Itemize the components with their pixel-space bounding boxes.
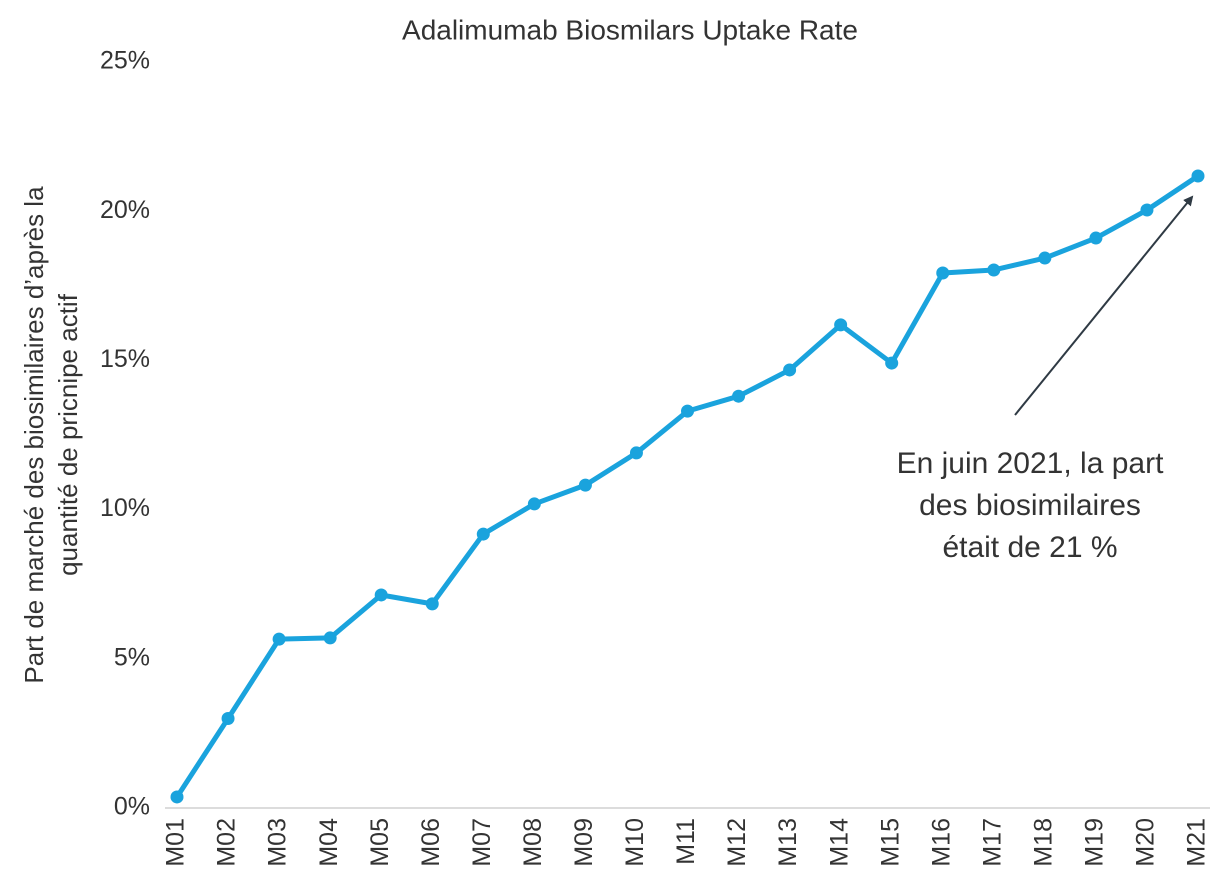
x-tick-label: M14 [825, 818, 853, 867]
y-tick-label: 0% [114, 793, 150, 821]
y-tick-label: 10% [100, 494, 150, 522]
marker [834, 318, 848, 332]
x-tick-label: M06 [417, 818, 445, 867]
x-tick-label: M05 [366, 818, 394, 867]
x-tick-label: M18 [1029, 818, 1057, 867]
x-tick-label: M21 [1183, 818, 1211, 867]
annotation: des biosimilaires [919, 489, 1141, 522]
x-tick-label: M08 [519, 818, 547, 867]
marker [323, 631, 337, 645]
marker [1140, 203, 1154, 217]
marker [936, 266, 950, 280]
x-tick-label: M02 [213, 818, 241, 867]
marker [987, 263, 1001, 277]
marker [885, 356, 899, 370]
x-tick-label: M10 [621, 818, 649, 867]
marker [272, 632, 286, 646]
x-tick-label: M19 [1081, 818, 1109, 867]
x-tick-label: M07 [468, 818, 496, 867]
chart-title: Adalimumab Biosmilars Uptake Rate [402, 14, 858, 45]
x-tick-label: M12 [723, 818, 751, 867]
marker [783, 363, 797, 377]
x-tick-label: M03 [264, 818, 292, 867]
x-tick-label: M09 [570, 818, 598, 867]
y-axis-label: Part de marché des biosimilaires d’après… [19, 186, 49, 684]
x-tick-label: M15 [876, 818, 904, 867]
x-tick-label: M16 [927, 818, 955, 867]
marker [732, 389, 746, 403]
y-tick-label: 15% [100, 345, 150, 373]
y-axis-label: quantité de pricnipe actif [53, 293, 83, 576]
marker [221, 711, 235, 725]
marker [1191, 169, 1205, 183]
x-tick-label: M04 [315, 818, 343, 867]
y-tick-label: 20% [100, 196, 150, 224]
annotation: était de 21 % [942, 531, 1117, 564]
x-tick-label: M20 [1132, 818, 1160, 867]
line [174, 173, 1200, 799]
marker [681, 404, 694, 418]
marker [527, 497, 541, 511]
marker [374, 588, 388, 602]
y-tick-label: 25% [100, 47, 150, 75]
x-tick-label: M01 [162, 818, 190, 867]
x-tick-label: M11 [672, 818, 700, 865]
marker [629, 446, 643, 460]
marker [425, 597, 439, 611]
x-tick-label: M13 [774, 818, 802, 867]
marker [170, 790, 184, 804]
marker [476, 527, 490, 541]
annotation-arrow [1014, 195, 1194, 416]
y-tick-label: 5% [114, 643, 150, 671]
annotation: En juin 2021, la part [897, 447, 1165, 480]
x-tick-label: M17 [978, 818, 1006, 867]
marker [1089, 231, 1103, 245]
marker [1038, 251, 1052, 265]
marker [578, 478, 592, 492]
